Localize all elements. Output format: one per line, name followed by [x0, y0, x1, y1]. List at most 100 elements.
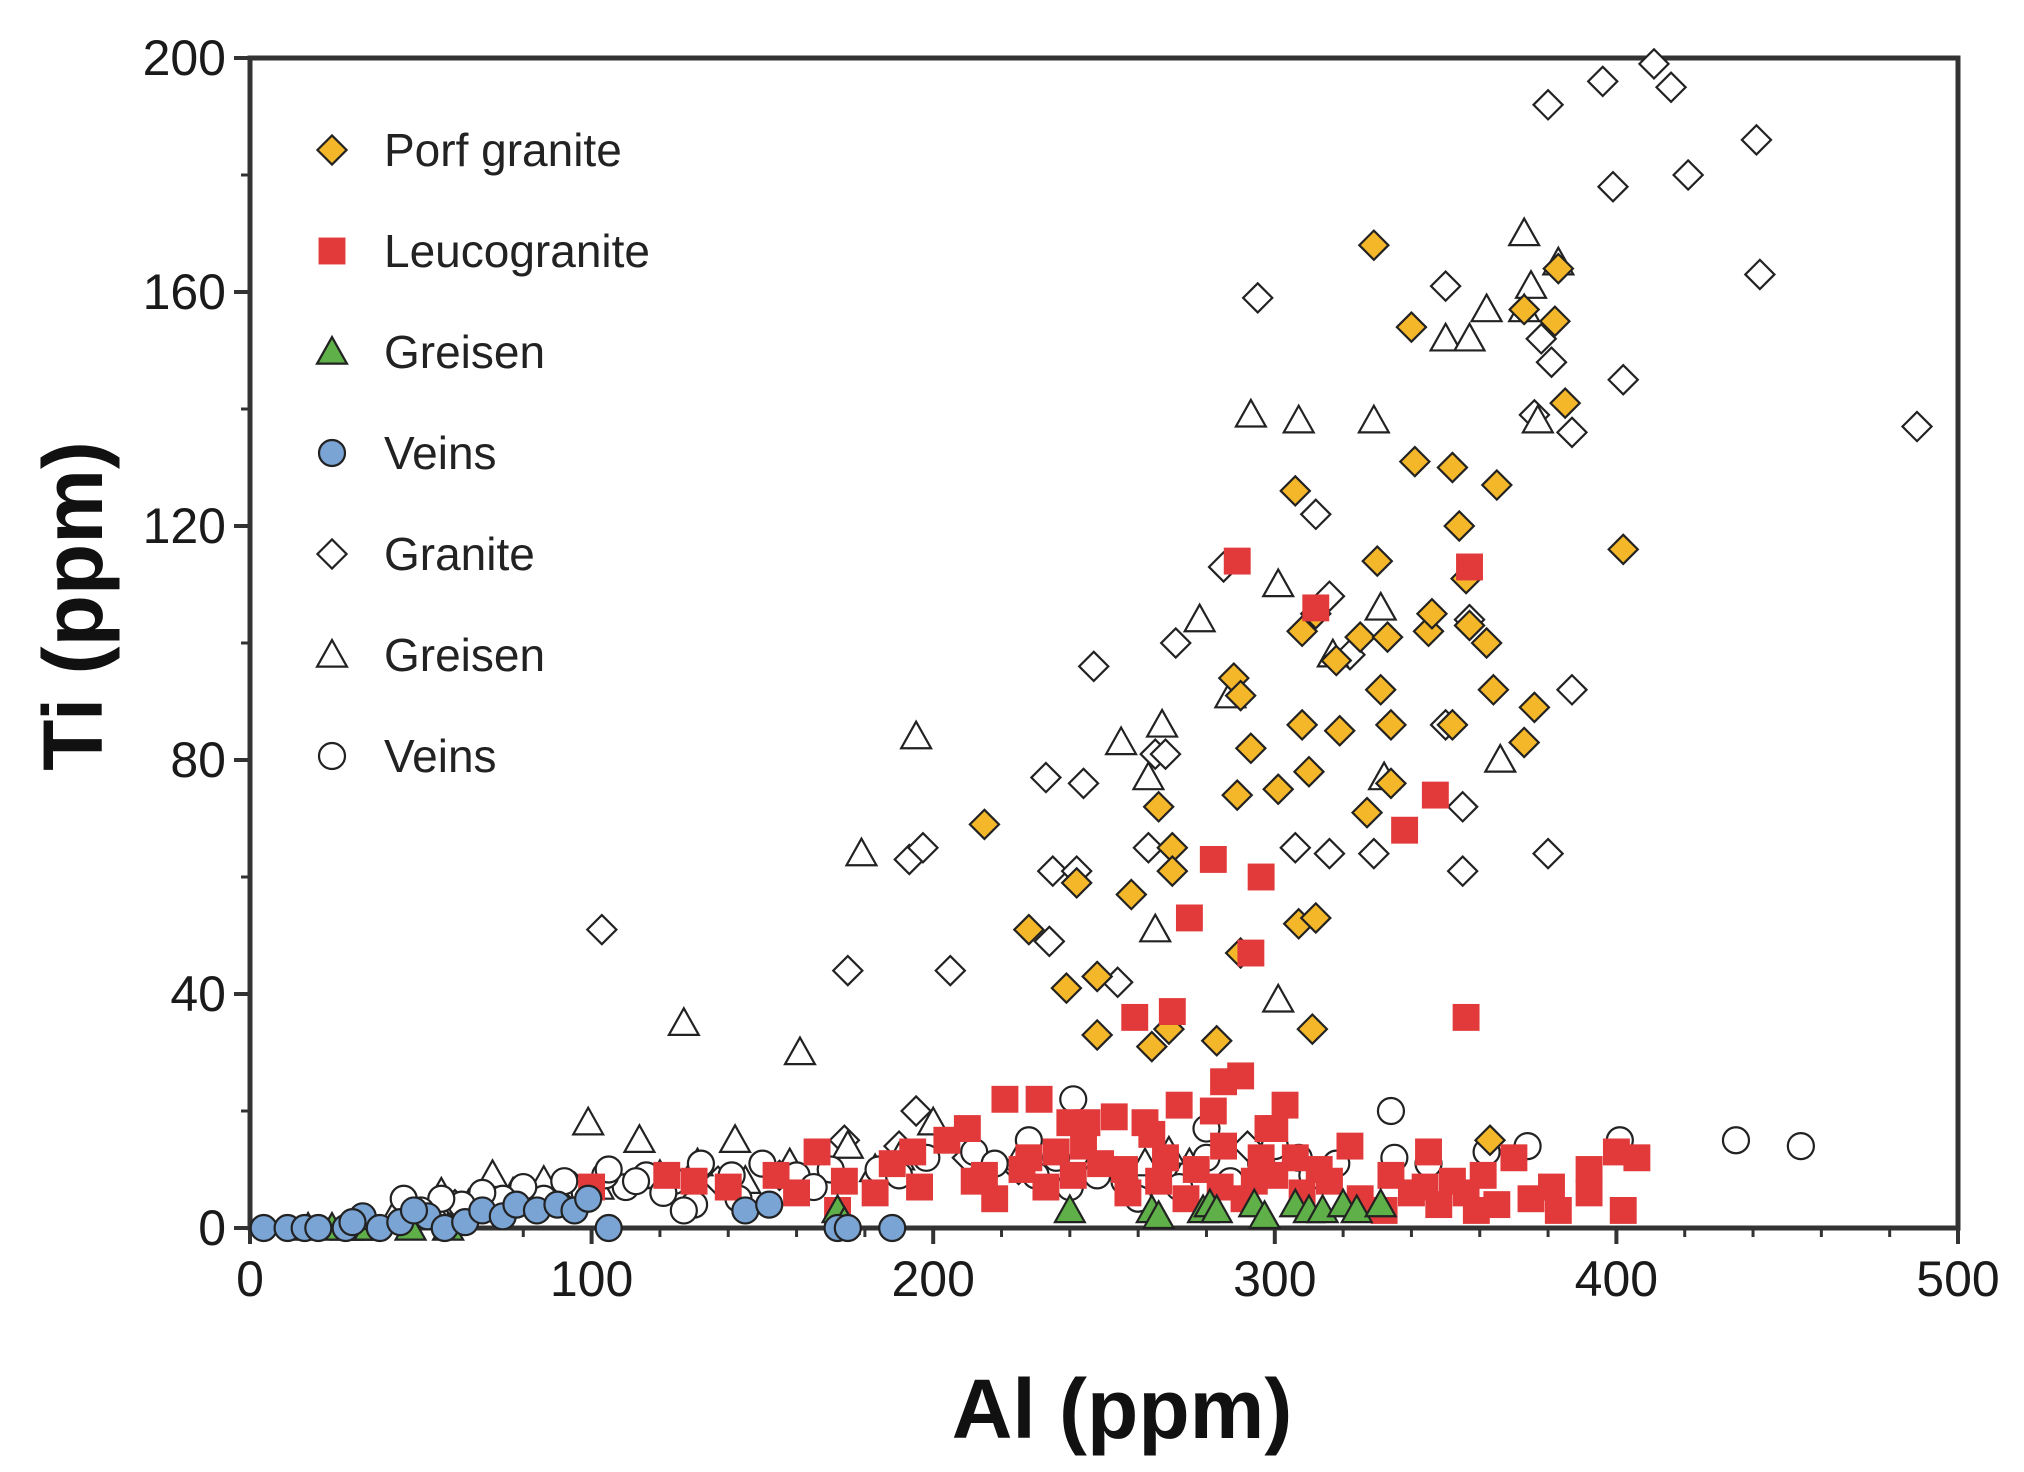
- data-point: [1296, 1012, 1329, 1046]
- data-point: [831, 954, 864, 987]
- series-leucogranite-filled: [578, 547, 1651, 1224]
- data-point: [981, 1185, 1009, 1213]
- data-point: [653, 1161, 681, 1189]
- data-point: [1210, 1132, 1238, 1160]
- legend-marker: [315, 537, 349, 571]
- data-point: [1549, 387, 1582, 420]
- data-point: [718, 1123, 752, 1154]
- legend-marker: [318, 237, 346, 265]
- data-point: [1145, 707, 1179, 738]
- x-tick-label: 300: [1233, 1251, 1316, 1307]
- legend-marker: [315, 133, 349, 167]
- data-point: [1518, 691, 1551, 724]
- data-point: [953, 1115, 981, 1142]
- data-point: [1224, 679, 1257, 712]
- data-point: [968, 808, 1001, 841]
- y-tick-label: 120: [143, 498, 226, 554]
- data-point: [1036, 855, 1069, 888]
- y-tick-label: 160: [143, 264, 226, 320]
- data-point: [1357, 403, 1391, 434]
- data-point: [783, 1179, 811, 1207]
- data-point: [1087, 1150, 1115, 1178]
- data-point: [1453, 609, 1486, 642]
- data-point: [594, 1213, 623, 1243]
- data-point: [249, 1213, 278, 1243]
- data-point: [1286, 708, 1319, 742]
- data-point: [1299, 498, 1332, 531]
- data-point: [1316, 1167, 1343, 1195]
- data-point: [1053, 1193, 1087, 1224]
- data-point: [1135, 1030, 1168, 1063]
- data-point: [1281, 403, 1316, 434]
- data-point: [1313, 837, 1346, 870]
- x-axis-title: Al (ppm): [952, 1362, 1293, 1456]
- data-point: [861, 1179, 889, 1207]
- data-point: [731, 1196, 760, 1225]
- data-point: [1374, 767, 1408, 800]
- data-point: [1247, 1144, 1275, 1172]
- data-point: [1221, 778, 1254, 812]
- data-point: [1415, 597, 1449, 630]
- data-point: [844, 836, 879, 867]
- data-point: [1159, 626, 1192, 660]
- legend-label: Greisen: [384, 326, 545, 378]
- y-tick-label: 80: [170, 732, 226, 788]
- data-point: [1361, 544, 1394, 578]
- data-point: [1357, 229, 1390, 262]
- data-point: [1531, 837, 1565, 870]
- data-point: [1320, 644, 1353, 677]
- legend-marker: [317, 741, 347, 771]
- data-point: [1299, 901, 1332, 935]
- data-point: [1740, 123, 1773, 157]
- data-point: [1199, 1193, 1234, 1224]
- data-point: [1654, 71, 1688, 104]
- data-point: [1100, 1103, 1128, 1131]
- data-point: [1575, 1179, 1603, 1207]
- data-point: [1165, 1091, 1193, 1119]
- data-point: [1456, 553, 1483, 581]
- data-point: [1200, 1024, 1233, 1057]
- data-point: [1609, 1196, 1637, 1224]
- data-point: [1067, 767, 1100, 800]
- data-point: [1452, 1003, 1480, 1031]
- data-point: [878, 1213, 907, 1243]
- data-point: [1077, 650, 1110, 683]
- data-point: [1555, 416, 1589, 449]
- data-point: [1336, 1132, 1364, 1160]
- data-point: [1575, 1156, 1603, 1183]
- data-point: [621, 1167, 651, 1196]
- data-point: [1531, 88, 1565, 121]
- x-tick-label: 400: [1575, 1251, 1658, 1307]
- data-point: [714, 1173, 742, 1201]
- data-point: [680, 1167, 708, 1195]
- data-point: [1114, 1179, 1142, 1207]
- data-point: [1141, 1199, 1176, 1230]
- data-point: [1158, 998, 1186, 1026]
- y-axis-title: Ti (ppm): [26, 441, 120, 771]
- legend-marker: [315, 334, 349, 365]
- data-point: [1623, 1144, 1651, 1172]
- data-point: [1032, 1173, 1060, 1201]
- data-point: [1357, 837, 1390, 870]
- data-point: [1415, 1138, 1442, 1166]
- data-point: [1555, 673, 1589, 706]
- data-point: [906, 1173, 933, 1201]
- data-point: [1339, 1193, 1374, 1224]
- data-point: [1060, 866, 1093, 899]
- data-point: [803, 1138, 831, 1166]
- legend-label: Leucogranite: [384, 225, 650, 277]
- legend-label: Porf granite: [384, 124, 622, 176]
- data-point: [1012, 913, 1045, 946]
- data-point: [1059, 1161, 1087, 1189]
- y-tick-label: 0: [198, 1200, 226, 1256]
- data-point: [991, 1085, 1019, 1113]
- data-point: [1050, 972, 1083, 1005]
- data-point: [1175, 904, 1203, 932]
- data-point: [1261, 982, 1296, 1013]
- data-point: [1500, 1144, 1528, 1172]
- data-point: [1421, 781, 1449, 809]
- data-point: [1138, 912, 1173, 943]
- legend-item: Veins: [317, 730, 497, 782]
- data-point: [1033, 925, 1066, 958]
